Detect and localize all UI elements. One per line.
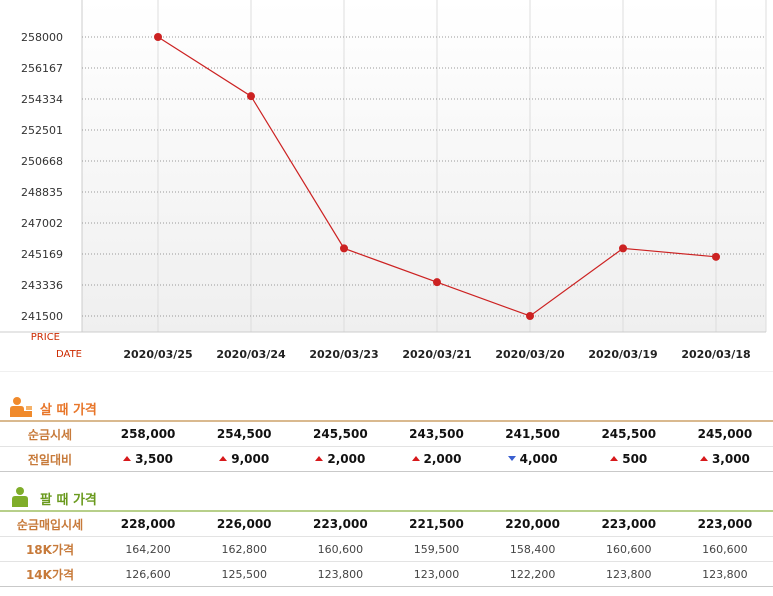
row-label: 14K가격 — [25, 567, 75, 582]
table-cell: 159,500 — [413, 542, 460, 556]
data-point — [340, 244, 348, 253]
table-row: 순금시세 258,000 254,500 245,500 243,500 241… — [0, 421, 773, 447]
table-cell: 223,000 — [697, 517, 753, 531]
table-row: 순금매입시세 228,000 226,000 223,000 221,500 2… — [0, 511, 773, 537]
arrow-up-icon — [123, 456, 132, 461]
change-value: 4,000 — [519, 452, 558, 466]
table-cell: 245,500 — [313, 427, 368, 441]
x-tick-label: 2020/03/18 — [681, 348, 750, 361]
table-row: 전일대비 3,500 9,000 2,000 2,000 4,000 500 3,000 — [0, 447, 773, 472]
data-point — [154, 33, 162, 41]
y-tick-label: 254334 — [21, 93, 63, 106]
table-cell: 122,200 — [509, 567, 556, 581]
x-tick-label: 2020/03/25 — [123, 348, 192, 361]
change-cell: 4,000 — [485, 447, 581, 472]
table-row: 18K가격 164,200 162,800 160,600 159,500 15… — [0, 537, 773, 562]
row-label: 전일대비 — [27, 452, 73, 467]
y-tick-label: 256167 — [21, 62, 63, 75]
table-cell: 241,500 — [505, 427, 560, 441]
person-sell-icon — [12, 487, 28, 507]
y-tick-label: 247002 — [21, 217, 63, 230]
change-cell: 9,000 — [196, 447, 292, 472]
price-line-chart: 258000 256167 254334 252501 250668 248835 2470… — [0, 0, 773, 372]
x-axis-label: DATE — [56, 349, 82, 360]
table-row: 14K가격 126,600 125,500 123,800 123,000 12… — [0, 562, 773, 587]
y-tick-label: 250668 — [21, 155, 63, 168]
table-cell: 258,000 — [120, 427, 176, 441]
table-cell: 162,800 — [221, 542, 267, 556]
data-point — [619, 244, 627, 253]
table-cell: 160,600 — [702, 542, 748, 556]
change-cell: 2,000 — [292, 447, 388, 472]
x-tick-label: 2020/03/20 — [495, 348, 565, 361]
buy-price-title: 살 때 가격 — [40, 403, 97, 418]
change-value: 9,000 — [231, 452, 270, 466]
table-cell: 160,600 — [606, 542, 652, 556]
y-tick-label: 258000 — [21, 31, 63, 44]
change-value: 2,000 — [423, 452, 462, 466]
y-tick-label: 241500 — [21, 310, 63, 323]
buy-price-header: 살 때 가격 — [0, 394, 773, 420]
x-tick-label: 2020/03/19 — [588, 348, 657, 361]
y-axis-label: PRICE — [31, 332, 60, 343]
table-cell: 160,600 — [317, 542, 364, 556]
y-tick-label: 243336 — [21, 279, 63, 292]
table-cell: 254,500 — [216, 427, 272, 441]
table-cell: 123,800 — [606, 567, 652, 581]
arrow-up-icon — [699, 456, 708, 461]
buy-price-section: 살 때 가격 순금시세 258,000 254,500 245,500 243,… — [0, 394, 773, 472]
arrow-down-icon — [507, 456, 516, 461]
arrow-up-icon — [219, 456, 228, 461]
change-value: 2,000 — [327, 452, 366, 466]
change-cell: 3,500 — [100, 447, 196, 472]
y-tick-label: 245169 — [21, 248, 63, 261]
table-cell: 223,000 — [313, 517, 368, 531]
sell-price-title: 팔 때 가격 — [40, 493, 97, 508]
table-cell: 123,800 — [702, 567, 748, 581]
change-cell: 2,000 — [388, 447, 484, 472]
x-tick-label: 2020/03/24 — [216, 348, 286, 361]
x-tick-label: 2020/03/21 — [402, 348, 471, 361]
change-cell: 500 — [581, 447, 677, 472]
y-tick-label: 248835 — [21, 186, 63, 199]
table-cell: 221,500 — [409, 517, 464, 531]
arrow-up-icon — [610, 456, 619, 461]
table-cell: 226,000 — [216, 517, 272, 531]
table-cell: 123,800 — [317, 567, 364, 581]
change-cell: 3,000 — [677, 447, 773, 472]
plot-background — [82, 0, 766, 332]
x-tick-label: 2020/03/23 — [309, 348, 378, 361]
sell-price-header: 팔 때 가격 — [0, 484, 773, 510]
sell-price-table: 순금매입시세 228,000 226,000 223,000 221,500 2… — [0, 510, 773, 587]
buy-price-table: 순금시세 258,000 254,500 245,500 243,500 241… — [0, 420, 773, 472]
table-cell: 164,200 — [125, 542, 171, 556]
data-point — [526, 312, 534, 320]
sell-price-section: 팔 때 가격 순금매입시세 228,000 226,000 223,000 22… — [0, 484, 773, 587]
table-cell: 126,600 — [125, 567, 171, 581]
y-tick-label: 252501 — [21, 124, 63, 137]
change-value: 3,500 — [135, 452, 174, 466]
change-value: 3,000 — [711, 452, 750, 466]
table-cell: 223,000 — [601, 517, 657, 531]
data-point — [712, 252, 720, 261]
table-cell: 245,000 — [697, 427, 753, 441]
data-point — [433, 278, 441, 287]
table-cell: 220,000 — [505, 517, 560, 531]
table-cell: 243,500 — [409, 427, 464, 441]
arrow-up-icon — [315, 456, 324, 461]
table-cell: 125,500 — [221, 567, 267, 581]
row-label: 18K가격 — [25, 542, 75, 557]
row-label: 순금매입시세 — [16, 517, 84, 532]
row-label: 순금시세 — [27, 427, 73, 442]
table-cell: 123,000 — [413, 567, 460, 581]
table-cell: 158,400 — [509, 542, 556, 556]
change-value: 500 — [622, 452, 648, 466]
table-cell: 228,000 — [120, 517, 176, 531]
data-point — [247, 92, 255, 101]
table-cell: 245,500 — [601, 427, 657, 441]
arrow-up-icon — [411, 456, 420, 461]
person-buy-icon — [10, 397, 32, 417]
